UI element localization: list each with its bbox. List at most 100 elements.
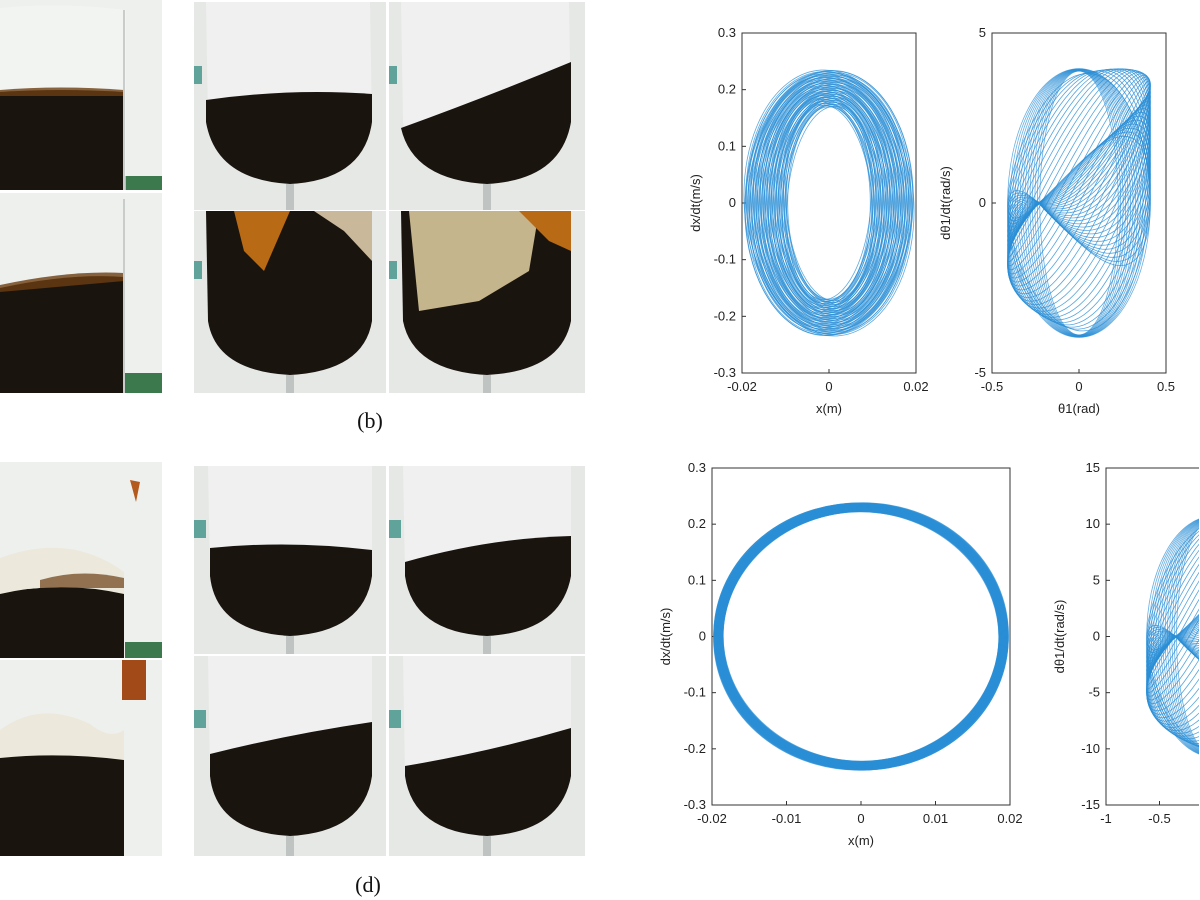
- glass-photo-top-2: [389, 2, 585, 210]
- phase-trajectory: [766, 88, 892, 318]
- y-tick-label: -0.3: [714, 365, 736, 380]
- phase-trajectory: [720, 508, 1002, 765]
- phase-trajectory: [782, 102, 876, 304]
- phase-trajectory: [713, 502, 1009, 771]
- phase-trajectory: [746, 72, 912, 334]
- phase-trajectory: [1146, 563, 1199, 672]
- phase-trajectory: [1036, 70, 1122, 336]
- phase-trajectory: [713, 502, 1009, 771]
- x-tick-label: -0.01: [772, 811, 802, 826]
- phase-trajectory: [717, 506, 1005, 767]
- phase-trajectory: [744, 70, 914, 336]
- phase-trajectory: [1146, 636, 1199, 715]
- phase-trajectory: [1155, 520, 1199, 753]
- phase-trajectory: [1007, 85, 1151, 291]
- phase-trajectory: [755, 79, 903, 327]
- phase-trajectory: [1146, 534, 1199, 661]
- phase-trajectory: [1148, 518, 1199, 755]
- phase-trajectory: [1146, 628, 1199, 728]
- y-axis-label: dx/dt(m/s): [688, 174, 703, 232]
- phase-trajectory: [769, 92, 889, 314]
- beaker-photo-top-1: [0, 0, 162, 190]
- phase-trajectory: [717, 506, 1005, 767]
- phase-trajectory: [1146, 543, 1199, 662]
- glass-photo-top-3: [194, 211, 386, 393]
- phase-trajectory: [780, 101, 878, 305]
- beaker-photo-top-2: [0, 193, 162, 393]
- phase-trajectory: [749, 74, 909, 332]
- phase-trajectory: [1007, 115, 1151, 321]
- phase-trajectory: [762, 86, 896, 320]
- phase-trajectory: [714, 503, 1008, 770]
- phase-trajectory: [1146, 636, 1199, 712]
- glass-photo-bottom-4: [389, 656, 585, 856]
- phase-trajectory: [750, 74, 908, 332]
- x-tick-label: -0.5: [981, 379, 1003, 394]
- phase-trajectory: [720, 509, 1002, 764]
- plot-axes-bottom-1: [711, 467, 1011, 806]
- phase-trajectory: [714, 503, 1008, 770]
- y-tick-label: -0.2: [684, 741, 706, 756]
- phase-trajectory: [719, 508, 1003, 765]
- phase-trajectory: [1146, 634, 1199, 719]
- caption-b: (b): [357, 408, 383, 433]
- phase-trajectory: [718, 507, 1004, 766]
- phase-trajectory: [715, 504, 1007, 769]
- x-axis-label: θ1(rad): [1058, 401, 1100, 416]
- phase-trajectory: [715, 504, 1007, 769]
- y-tick-label: 0: [729, 195, 736, 210]
- phase-trajectory: [770, 92, 888, 314]
- y-tick-label: -0.1: [714, 252, 736, 267]
- phase-trajectory: [787, 106, 871, 300]
- phase-trajectory: [721, 510, 1001, 763]
- phase-trajectory: [1007, 73, 1151, 266]
- phase-trajectory: [785, 104, 873, 302]
- phase-trajectory: [1176, 526, 1199, 747]
- beaker-photo-bottom-2: [0, 660, 162, 856]
- phase-trajectory: [715, 504, 1007, 769]
- y-axis-label: dx/dt(m/s): [658, 608, 673, 666]
- phase-trajectory: [1164, 522, 1199, 751]
- phase-trajectory: [719, 508, 1003, 765]
- phase-trajectory: [1007, 94, 1151, 302]
- phase-trajectory: [1007, 69, 1151, 254]
- phase-trajectory: [1039, 70, 1119, 336]
- phase-trajectory: [717, 506, 1005, 767]
- y-tick-label: 5: [979, 25, 986, 40]
- phase-trajectory: [753, 78, 905, 328]
- phase-trajectory: [759, 83, 899, 323]
- y-tick-label: -0.3: [684, 797, 706, 812]
- phase-trajectory: [1146, 549, 1199, 665]
- phase-trajectory: [715, 504, 1007, 769]
- x-tick-label: 0.5: [1157, 379, 1175, 394]
- phase-trajectory: [1029, 69, 1129, 337]
- x-tick-label: 0: [1075, 379, 1082, 394]
- phase-trajectory: [754, 79, 904, 327]
- phase-trajectory: [758, 82, 900, 324]
- y-tick-label: 0: [699, 629, 706, 644]
- phase-trajectory: [714, 503, 1008, 770]
- phase-trajectory: [757, 80, 901, 326]
- phase-trajectory: [716, 505, 1006, 768]
- trajectory-group: [1007, 68, 1151, 338]
- phase-trajectory: [1146, 636, 1199, 708]
- phase-trajectory: [718, 507, 1004, 766]
- phase-trajectory: [759, 82, 899, 324]
- phase-trajectory: [722, 511, 1000, 762]
- phase-trajectory: [1153, 519, 1199, 754]
- phase-trajectory: [1007, 69, 1151, 250]
- phase-trajectory: [1146, 620, 1199, 740]
- phase-trajectory: [719, 508, 1003, 765]
- x-tick-label: -0.02: [727, 379, 757, 394]
- phase-trajectory: [772, 93, 886, 313]
- glass-photo-top-4: [389, 211, 585, 393]
- y-tick-label: 0.3: [718, 25, 736, 40]
- glass-photo-bottom-3: [194, 656, 386, 856]
- phase-trajectory: [719, 508, 1003, 765]
- phase-trajectory: [1146, 538, 1199, 661]
- phase-trajectory: [1160, 521, 1199, 752]
- phase-trajectory: [720, 509, 1002, 764]
- phase-trajectory: [1012, 68, 1146, 338]
- phase-trajectory: [716, 505, 1006, 768]
- phase-trajectory: [718, 507, 1004, 766]
